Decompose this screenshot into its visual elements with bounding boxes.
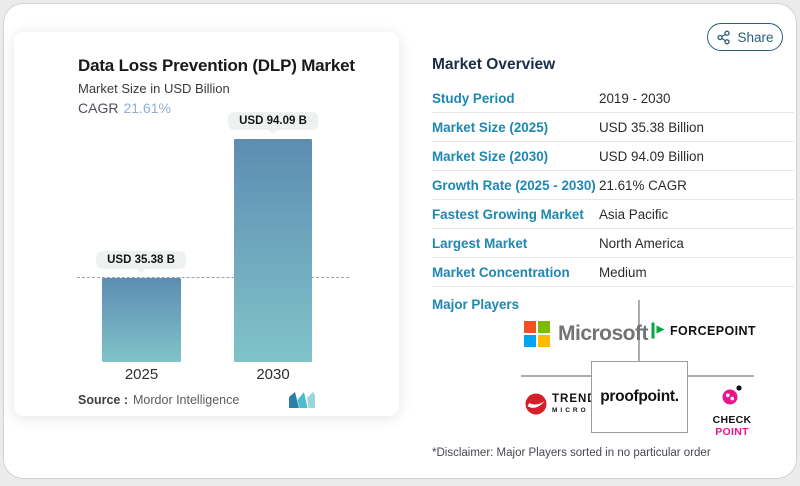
trend-micro-logo: TREND MICRO bbox=[525, 393, 597, 415]
overview-table: Study Period 2019 - 2030 Market Size (20… bbox=[432, 84, 794, 287]
table-row: Market Concentration Medium bbox=[432, 258, 794, 287]
mordor-intelligence-logo-icon bbox=[289, 392, 315, 413]
row-label: Growth Rate (2025 - 2030) bbox=[432, 177, 596, 193]
chart-cagr: CAGR 21.61% bbox=[78, 100, 171, 116]
trend-micro-icon bbox=[525, 393, 547, 415]
microsoft-wordmark: Microsoft bbox=[558, 322, 649, 345]
table-row: Fastest Growing Market Asia Pacific bbox=[432, 200, 794, 229]
row-label: Market Concentration bbox=[432, 264, 570, 280]
trend-word: TREND bbox=[552, 393, 597, 405]
trend-micro-wordmark: TREND MICRO bbox=[552, 393, 597, 414]
microsoft-squares-icon bbox=[524, 321, 550, 347]
x-axis-label-2025: 2025 bbox=[124, 366, 159, 383]
row-value: 21.61% CAGR bbox=[599, 177, 687, 193]
row-label: Largest Market bbox=[432, 235, 528, 251]
disclaimer-text: *Disclaimer: Major Players sorted in no … bbox=[432, 447, 711, 459]
table-row: Market Size (2025) USD 35.38 Billion bbox=[432, 113, 794, 142]
connector-line-vertical bbox=[638, 300, 640, 362]
chart-title: Data Loss Prevention (DLP) Market bbox=[78, 56, 355, 75]
check-point-logo: CHECK POINT bbox=[696, 384, 768, 438]
source-label: Source : bbox=[78, 393, 129, 407]
major-players-label: Major Players bbox=[432, 297, 520, 312]
micro-word: MICRO bbox=[552, 406, 589, 414]
source-row: Source : Mordor Intelligence bbox=[78, 393, 239, 407]
row-value: USD 94.09 Billion bbox=[599, 148, 704, 164]
bar-2030 bbox=[234, 139, 312, 362]
share-icon bbox=[716, 30, 731, 45]
chart-subtitle: Market Size in USD Billion bbox=[78, 81, 230, 96]
chart-card: Data Loss Prevention (DLP) Market Market… bbox=[14, 32, 399, 416]
cagr-label: CAGR bbox=[78, 100, 119, 116]
bar-2025 bbox=[102, 278, 181, 362]
row-value: USD 35.38 Billion bbox=[599, 119, 704, 135]
check-point-wordmark: CHECK POINT bbox=[712, 414, 752, 438]
table-row: Growth Rate (2025 - 2030) 21.61% CAGR bbox=[432, 171, 794, 200]
forcepoint-logo: FORCEPOINT bbox=[651, 322, 756, 339]
proofpoint-wordmark: proofpoint. bbox=[600, 388, 679, 405]
row-value: 2019 - 2030 bbox=[599, 90, 671, 106]
overview-heading: Market Overview bbox=[432, 56, 556, 73]
row-label: Market Size (2030) bbox=[432, 148, 549, 164]
proofpoint-logo: proofpoint. bbox=[591, 361, 688, 433]
cagr-value: 21.61% bbox=[123, 100, 171, 116]
table-row: Largest Market North America bbox=[432, 229, 794, 258]
row-value: North America bbox=[599, 235, 684, 251]
reference-dashed-line bbox=[77, 277, 349, 279]
row-value: Asia Pacific bbox=[599, 206, 669, 222]
row-value: Medium bbox=[599, 264, 647, 280]
connector-line-left bbox=[521, 375, 591, 377]
connector-line-right bbox=[671, 375, 754, 377]
row-label: Market Size (2025) bbox=[432, 119, 549, 135]
main-panel: Data Loss Prevention (DLP) Market Market… bbox=[3, 3, 797, 479]
source-name: Mordor Intelligence bbox=[133, 393, 240, 407]
table-row: Market Size (2030) USD 94.09 Billion bbox=[432, 142, 794, 171]
forcepoint-icon bbox=[651, 322, 666, 339]
check-point-icon bbox=[721, 384, 743, 406]
row-label: Fastest Growing Market bbox=[432, 206, 584, 222]
microsoft-logo: Microsoft bbox=[524, 321, 649, 347]
market-overview-panel: Share Market Overview Study Period 2019 … bbox=[419, 4, 800, 486]
bar-value-label-2030: USD 94.09 B bbox=[228, 112, 318, 131]
share-button-label: Share bbox=[737, 29, 774, 45]
table-row: Study Period 2019 - 2030 bbox=[432, 84, 794, 113]
share-button[interactable]: Share bbox=[707, 23, 783, 51]
row-label: Study Period bbox=[432, 90, 515, 106]
x-axis-label-2030: 2030 bbox=[256, 366, 290, 383]
bar-value-label-2025: USD 35.38 B bbox=[96, 251, 186, 270]
forcepoint-wordmark: FORCEPOINT bbox=[670, 323, 756, 338]
